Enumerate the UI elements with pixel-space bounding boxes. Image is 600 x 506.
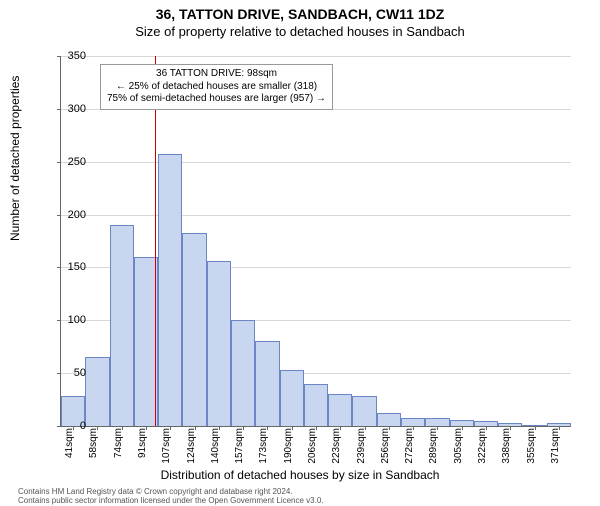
x-axis-title: Distribution of detached houses by size … — [0, 468, 600, 482]
y-axis-title: Number of detached properties — [8, 76, 22, 241]
footer-attribution: Contains HM Land Registry data © Crown c… — [18, 487, 324, 505]
histogram-bar — [377, 413, 401, 426]
y-tick-label: 250 — [46, 156, 86, 168]
histogram-bar — [158, 154, 182, 426]
histogram-bar — [85, 357, 109, 426]
y-tick-label: 200 — [46, 209, 86, 221]
histogram-bar — [207, 261, 231, 426]
histogram-bar — [280, 370, 304, 426]
y-tick-label: 150 — [46, 261, 86, 273]
annotation-box: 36 TATTON DRIVE: 98sqm← 25% of detached … — [100, 64, 333, 110]
grid-line — [61, 162, 571, 163]
grid-line — [61, 215, 571, 216]
annotation-line-2: ← 25% of detached houses are smaller (31… — [107, 81, 326, 94]
y-tick-label: 350 — [46, 50, 86, 62]
histogram-bar — [304, 384, 328, 426]
property-marker-line — [155, 56, 156, 426]
histogram-bar — [110, 225, 134, 426]
footer-line-2: Contains public sector information licen… — [18, 496, 324, 505]
histogram-chart — [60, 56, 571, 427]
annotation-line-1: 36 TATTON DRIVE: 98sqm — [107, 68, 326, 81]
y-tick-label: 300 — [46, 103, 86, 115]
y-tick-label: 50 — [46, 367, 86, 379]
histogram-bar — [231, 320, 255, 426]
grid-line — [61, 56, 571, 57]
page-title: 36, TATTON DRIVE, SANDBACH, CW11 1DZ — [0, 6, 600, 22]
footer-line-1: Contains HM Land Registry data © Crown c… — [18, 487, 324, 496]
y-tick-label: 100 — [46, 314, 86, 326]
histogram-bar — [401, 418, 425, 426]
histogram-bar — [425, 418, 449, 426]
annotation-line-3: 75% of semi-detached houses are larger (… — [107, 93, 326, 106]
histogram-bar — [182, 233, 206, 426]
histogram-bar — [352, 396, 376, 426]
histogram-bar — [328, 394, 352, 426]
page-subtitle: Size of property relative to detached ho… — [0, 24, 600, 39]
histogram-bar — [255, 341, 279, 426]
